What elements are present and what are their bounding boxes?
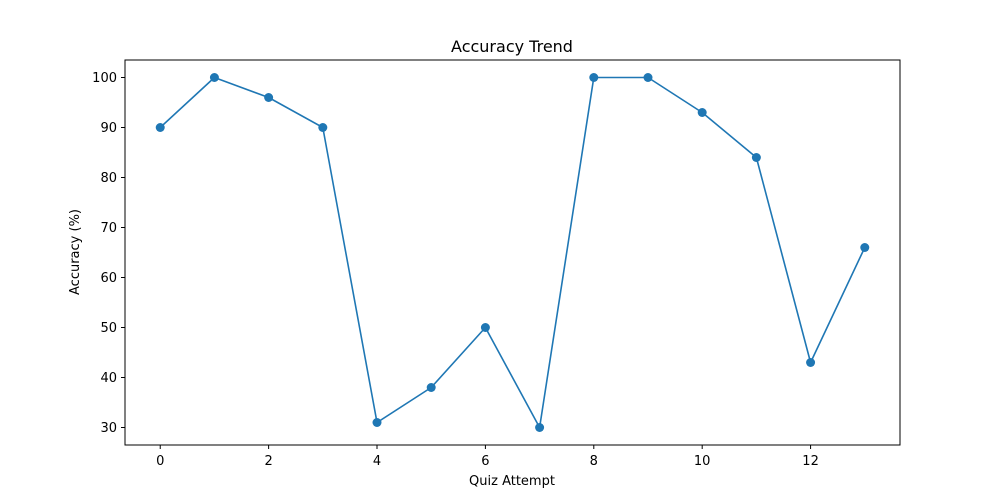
y-tick-label: 100: [92, 71, 117, 86]
x-axis-ticks: 0 2 4 6 8 10 12: [156, 445, 819, 469]
data-point: [264, 93, 274, 102]
x-tick-label: 4: [373, 454, 381, 469]
data-point: [806, 358, 816, 367]
y-tick-label: 60: [100, 271, 117, 286]
x-tick-label: 10: [694, 454, 711, 469]
data-point: [209, 73, 219, 82]
y-axis-title: Accuracy (%): [68, 209, 83, 295]
x-tick-label: 0: [156, 454, 164, 469]
data-point: [751, 153, 761, 162]
y-tick-label: 80: [100, 171, 117, 186]
x-tick-label: 6: [481, 454, 489, 469]
x-axis-title: Quiz Attempt: [469, 474, 555, 489]
y-tick-label: 50: [100, 321, 117, 336]
plot-area-frame: [124, 59, 901, 446]
y-tick-label: 40: [100, 371, 117, 386]
data-point: [155, 123, 165, 132]
data-point: [860, 243, 870, 252]
y-tick-label: 90: [100, 121, 117, 136]
data-point: [643, 73, 653, 82]
x-tick-label: 8: [590, 454, 598, 469]
y-tick-label: 70: [100, 221, 117, 236]
data-point: [426, 383, 436, 392]
data-point: [372, 418, 382, 427]
accuracy-series-line: [159, 76, 866, 429]
chart-title: Accuracy Trend: [451, 37, 573, 56]
y-tick-label: 30: [100, 421, 117, 436]
data-point: [589, 73, 599, 82]
y-axis-ticks: 30 40 50 60 70 80 90 100: [92, 71, 125, 436]
data-point: [318, 123, 328, 132]
x-tick-label: 2: [264, 454, 272, 469]
data-point: [697, 108, 707, 117]
data-point: [480, 323, 490, 332]
series-layer: [155, 73, 870, 432]
data-point: [535, 423, 545, 432]
x-tick-label: 12: [802, 454, 819, 469]
